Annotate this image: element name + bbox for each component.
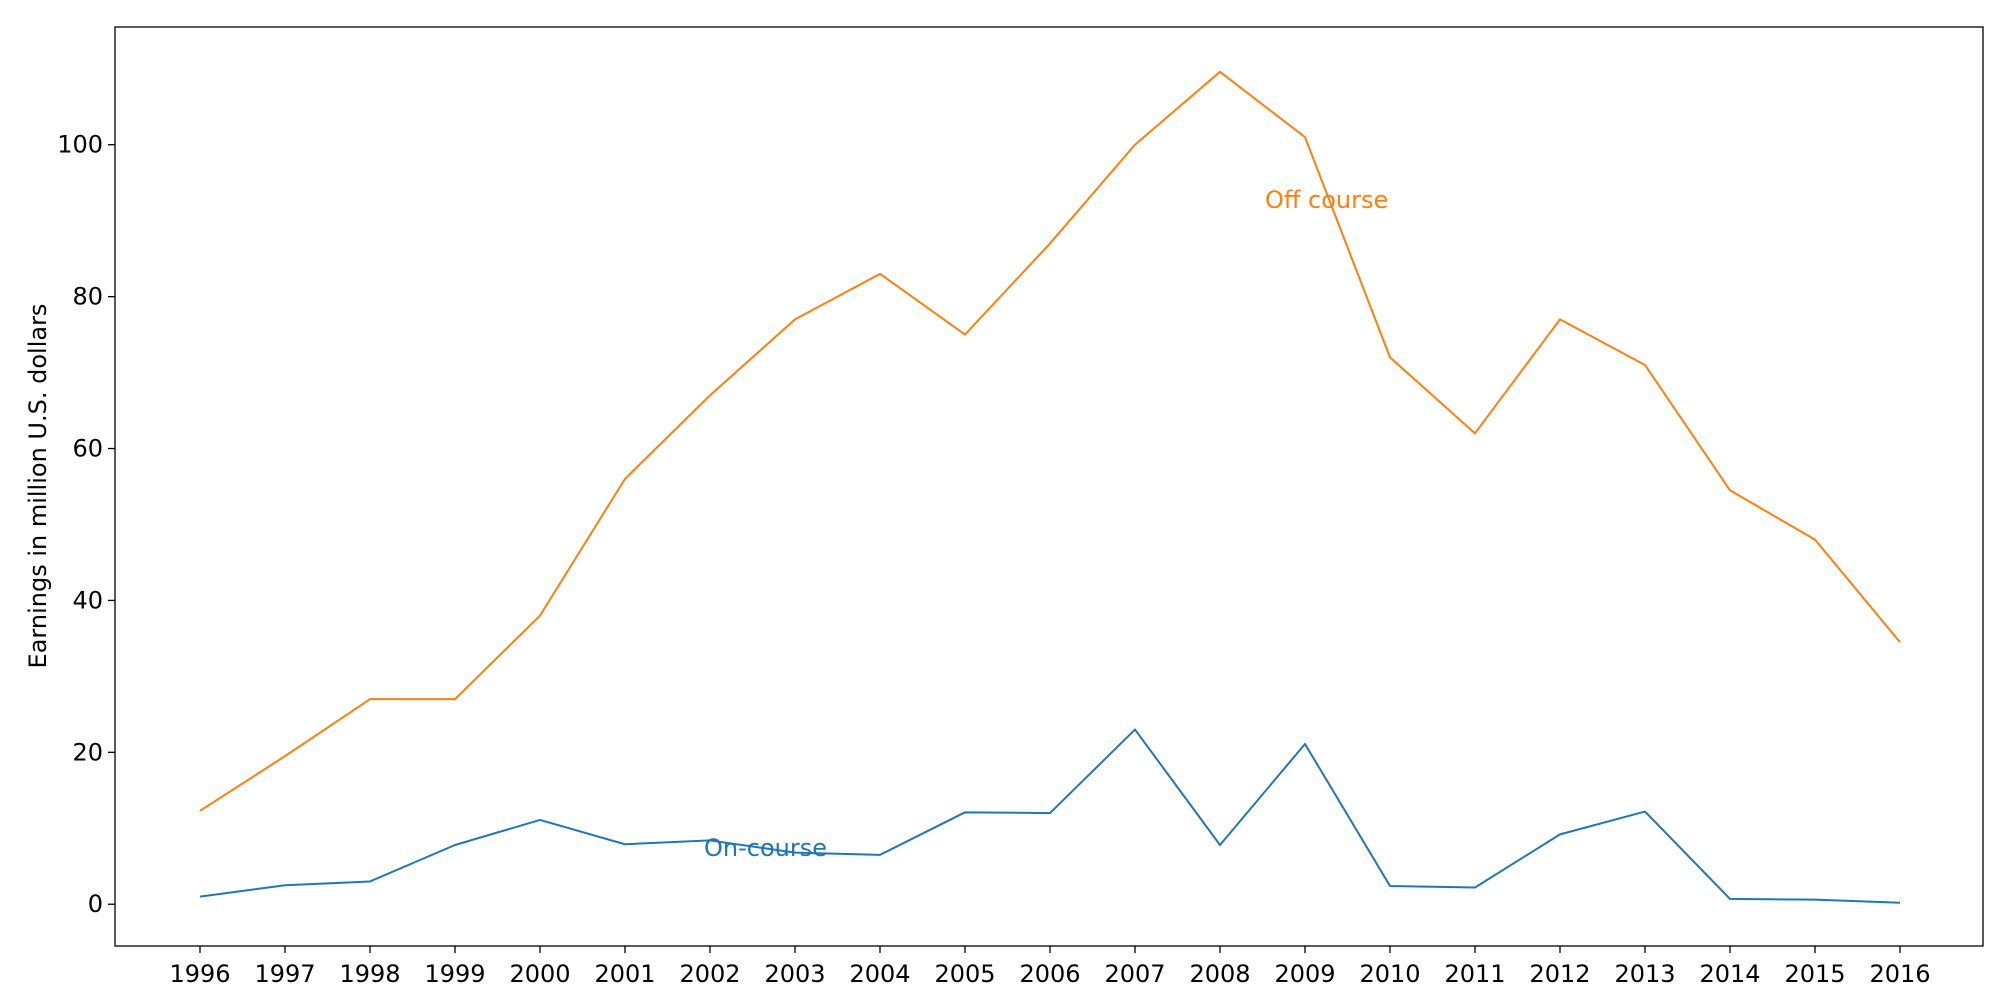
x-tick-label: 2009 — [1274, 960, 1335, 988]
x-tick-label: 1998 — [339, 960, 400, 988]
y-axis-label: Earnings in million U.S. dollars — [24, 304, 52, 669]
x-tick-label: 1996 — [169, 960, 230, 988]
series-line-on-course — [200, 730, 1900, 903]
x-tick-label: 2010 — [1359, 960, 1420, 988]
y-tick-label: 0 — [88, 890, 103, 918]
x-tick-label: 2013 — [1614, 960, 1675, 988]
x-tick-label: 2005 — [934, 960, 995, 988]
plot-frame — [115, 27, 1983, 946]
x-tick-label: 2015 — [1784, 960, 1845, 988]
x-tick-label: 2016 — [1869, 960, 1930, 988]
x-tick-label: 2002 — [679, 960, 740, 988]
x-tick-label: 2000 — [509, 960, 570, 988]
y-tick-label: 40 — [72, 586, 103, 614]
series-label-off-course: Off course — [1265, 186, 1388, 214]
x-tick-label: 2003 — [764, 960, 825, 988]
series-label-on-course: On-course — [704, 834, 827, 862]
y-tick-label: 100 — [57, 131, 103, 159]
x-tick-label: 2014 — [1699, 960, 1760, 988]
y-axis: 0 20 40 60 80 100 — [57, 131, 115, 919]
x-axis: 1996 1997 1998 1999 2000 2001 2002 2003 2004 2005… — [169, 946, 1930, 988]
series-line-off-course — [200, 72, 1900, 811]
y-tick-label: 80 — [72, 283, 103, 311]
series-layer — [200, 72, 1900, 903]
x-tick-label: 2007 — [1104, 960, 1165, 988]
x-tick-label: 2006 — [1019, 960, 1080, 988]
x-tick-label: 2001 — [594, 960, 655, 988]
series-labels: Off course On-course — [704, 186, 1388, 862]
x-tick-label: 2004 — [849, 960, 910, 988]
y-tick-label: 60 — [72, 435, 103, 463]
x-tick-label: 2008 — [1189, 960, 1250, 988]
x-tick-label: 2011 — [1444, 960, 1505, 988]
x-tick-label: 1997 — [254, 960, 315, 988]
y-tick-label: 20 — [72, 738, 103, 766]
x-tick-label: 2012 — [1529, 960, 1590, 988]
x-tick-label: 1999 — [424, 960, 485, 988]
